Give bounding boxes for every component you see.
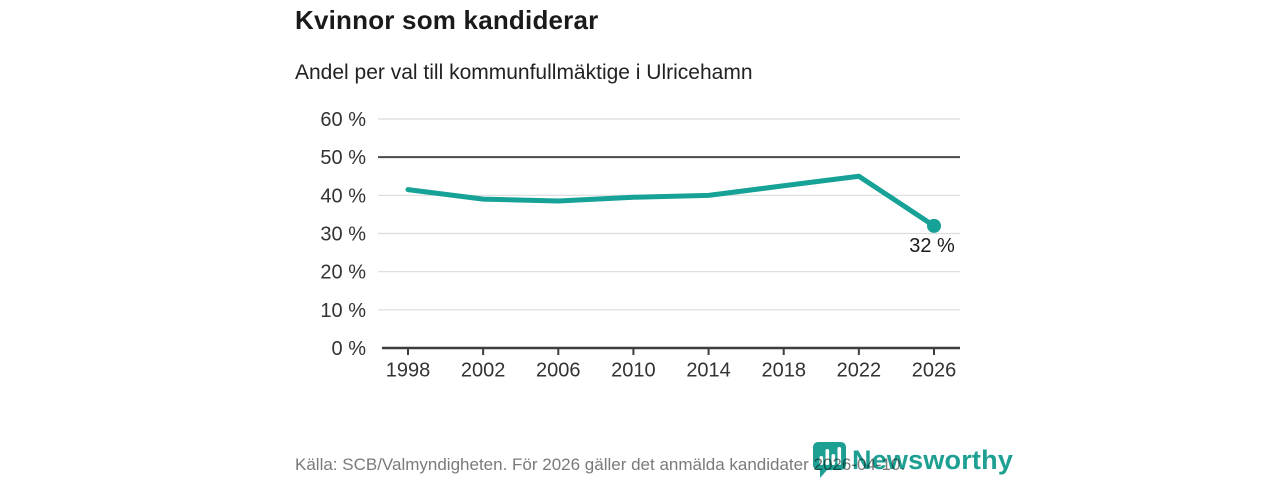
y-tick-label: 40 % <box>320 185 366 207</box>
source-text: Källa: SCB/Valmyndigheten. För 2026 gäll… <box>295 455 906 474</box>
y-tick-label: 10 % <box>320 300 366 322</box>
end-point-dot <box>927 218 941 233</box>
end-point-label: 32 % <box>909 235 955 257</box>
x-tick-label: 2022 <box>837 360 882 382</box>
bar-chart-speech-bubble-icon <box>813 442 846 478</box>
newsworthy-logo[interactable]: Newsworthy <box>812 441 1013 479</box>
x-tick-label: 1998 <box>386 360 431 382</box>
y-tick-label: 50 % <box>320 147 366 169</box>
y-tick-label: 20 % <box>320 262 366 284</box>
x-tick-label: 2018 <box>761 360 806 382</box>
y-tick-label: 60 % <box>320 109 366 131</box>
chart-subtitle: Andel per val till kommunfullmäktige i U… <box>295 61 753 84</box>
y-tick-label: 30 % <box>320 224 366 246</box>
y-tick-label: 0 % <box>332 338 367 360</box>
newsworthy-wordmark: Newsworthy <box>852 444 1014 475</box>
x-tick-label: 2014 <box>686 360 731 382</box>
x-tick-label: 2006 <box>536 360 581 382</box>
x-tick-label: 2026 <box>912 360 957 382</box>
x-tick-label: 2010 <box>611 360 656 382</box>
chart-title: Kvinnor som kandiderar <box>295 5 599 35</box>
series-line <box>405 173 937 229</box>
x-tick-label: 2002 <box>461 360 506 382</box>
